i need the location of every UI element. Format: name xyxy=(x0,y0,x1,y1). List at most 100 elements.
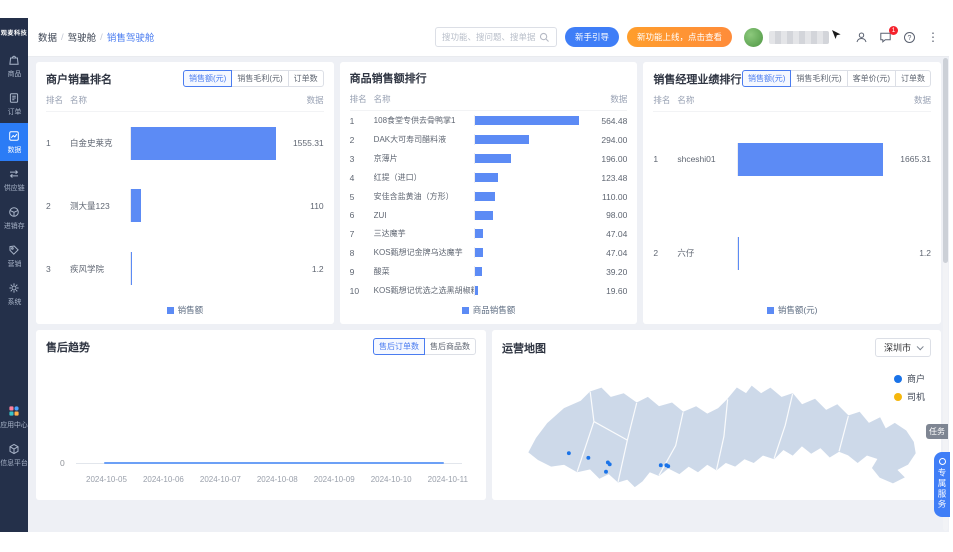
info-platform-icon xyxy=(8,443,20,455)
breadcrumb-item[interactable]: 销售驾驶舱 xyxy=(106,33,155,44)
bar xyxy=(474,192,496,201)
rank-value: 1.2 xyxy=(311,263,324,274)
help-icon[interactable]: ? xyxy=(903,31,916,44)
panel-tab[interactable]: 订单数 xyxy=(287,70,324,87)
sidebar-item-system[interactable]: 系统 xyxy=(0,275,28,313)
chart-legend: 商品销售额 xyxy=(350,300,628,316)
task-floating-tab[interactable]: 任务 xyxy=(926,424,948,439)
merchant-location-dots xyxy=(566,451,671,474)
panel-tab[interactable]: 售后订单数 xyxy=(373,338,425,355)
aftersales-trend-panel: 售后趋势 售后订单数 售后商品数 0 2024-10-05 2024-10-06 20… xyxy=(36,330,486,500)
rank-number: 2 xyxy=(46,200,51,211)
ranking-row: 3 京薄片 196.00 xyxy=(349,153,627,164)
ranking-row: 6 ZUI 98.00 xyxy=(349,210,627,220)
legend-swatch xyxy=(166,306,174,314)
rank-value: 1665.31 xyxy=(900,154,932,164)
legend-merchant: 商户 xyxy=(893,372,925,385)
service-floating-tab[interactable]: 专属服务 xyxy=(934,452,950,517)
map-graphic xyxy=(528,385,916,488)
ranking-row: 9 酸菜 39.20 xyxy=(349,266,627,277)
trend-series-line xyxy=(104,462,444,464)
marketing-icon xyxy=(8,244,20,256)
chart-legend: 销售额(元) xyxy=(653,300,931,316)
rank-name: 108食堂专供去骨鸭掌1 xyxy=(373,116,456,125)
rank-value: 19.60 xyxy=(606,285,628,296)
ranking-row: 5 安佳含盐黄油（方形） 110.00 xyxy=(350,191,627,202)
trend-line-chart: 0 2024-10-05 2024-10-06 2024-10-07 2024-10-… xyxy=(46,360,476,492)
search-input[interactable] xyxy=(441,32,539,42)
scrollbar-thumb[interactable] xyxy=(943,58,948,263)
rank-number: 2 xyxy=(349,134,355,145)
newbie-guide-button[interactable]: 新手引导 xyxy=(564,27,619,47)
panel-tab[interactable]: 客单价(元) xyxy=(846,70,897,87)
ranking-row: 1 108食堂专供去骨鸭掌1 564.48 xyxy=(350,115,627,126)
sidebar-item-info-platform[interactable]: 信息平台 xyxy=(0,436,28,474)
sidebar-item-orders[interactable]: 订单 xyxy=(0,85,28,123)
sidebar-item-label: 应用中心 xyxy=(0,420,28,429)
panel-tab[interactable]: 销售额(元) xyxy=(183,70,233,87)
bar xyxy=(131,126,276,160)
rank-number: 4 xyxy=(349,172,355,183)
more-menu-icon[interactable]: ⋮ xyxy=(927,29,939,44)
user-name-redacted[interactable] xyxy=(769,30,829,44)
sidebar: 观麦科技 商品 订单 数据 供应链 进销存 营销 系统 应用中心 信息平台 xyxy=(0,18,28,532)
panel-tab[interactable]: 售后商品数 xyxy=(424,338,476,355)
sidebar-item-label: 订单 xyxy=(7,107,21,116)
sidebar-item-label: 数据 xyxy=(7,145,21,154)
sidebar-item-inventory[interactable]: 进销存 xyxy=(0,199,28,237)
product-bar-chart: 1 108食堂专供去骨鸭掌1 564.48 2 DAK大可寿司醋料液 294.00 3 京薄片… xyxy=(349,111,628,300)
y-axis-zero-label: 0 xyxy=(60,458,65,468)
system-icon xyxy=(8,282,20,294)
sidebar-item-app-center[interactable]: 应用中心 xyxy=(0,398,28,436)
rank-name: 京薄片 xyxy=(373,154,398,163)
map-legend: 商户 司机 xyxy=(893,372,925,403)
city-select[interactable]: 深圳市 xyxy=(874,338,931,357)
x-tick-label: 2024-10-08 xyxy=(256,475,298,484)
rank-name: 疾风学院 xyxy=(70,263,105,274)
new-feature-banner-button[interactable]: 新功能上线，点击查看 xyxy=(626,27,732,47)
breadcrumb: 数据 / 驾驶舱 / 销售驾驶舱 xyxy=(38,30,155,45)
legend-swatch xyxy=(766,306,774,314)
legend-driver: 司机 xyxy=(893,390,925,403)
user-avatar[interactable] xyxy=(744,27,763,47)
rank-value: 1.2 xyxy=(919,248,932,258)
panel-tab[interactable]: 销售毛利(元) xyxy=(231,70,289,87)
search-icon xyxy=(539,32,550,43)
rank-name: 酸菜 xyxy=(373,267,390,276)
breadcrumb-item[interactable]: 数据 xyxy=(38,33,58,44)
rank-number: 3 xyxy=(349,153,355,164)
page-scrollbar[interactable] xyxy=(943,58,948,531)
x-tick-label: 2024-10-06 xyxy=(142,475,184,484)
panel-tab[interactable]: 销售额(元) xyxy=(742,70,792,87)
driver-dot-icon xyxy=(893,392,902,401)
sidebar-item-goods[interactable]: 商品 xyxy=(0,47,28,85)
panel-tab[interactable]: 订单数 xyxy=(895,70,932,87)
rank-name: 测大量123 xyxy=(70,200,110,211)
panel-title: 销售经理业绩排行 xyxy=(653,73,742,86)
ranking-row: 8 KOS甄想记金牌乌达魔芋 47.04 xyxy=(350,247,627,258)
sidebar-item-label: 进销存 xyxy=(3,221,25,230)
rank-number: 9 xyxy=(349,266,355,277)
contacts-icon[interactable] xyxy=(855,31,868,44)
rank-number: 7 xyxy=(349,228,355,239)
table-header: 排名 名称 数据 xyxy=(349,91,628,111)
panel-tab[interactable]: 销售毛利(元) xyxy=(790,70,848,87)
sidebar-item-marketing[interactable]: 营销 xyxy=(0,237,28,275)
chart-legend: 销售额 xyxy=(46,300,324,316)
ranking-row: 2 六仔 1.2 xyxy=(653,236,932,270)
manager-metric-tabs: 销售额(元) 销售毛利(元) 客单价(元) 订单数 xyxy=(742,70,932,87)
rank-value: 47.04 xyxy=(606,228,628,239)
breadcrumb-item[interactable]: 驾驶舱 xyxy=(67,33,97,44)
x-tick-label: 2024-10-10 xyxy=(370,475,412,484)
rank-number: 2 xyxy=(653,248,659,258)
messages-icon[interactable]: 1 xyxy=(879,25,898,44)
bar xyxy=(474,173,498,182)
sidebar-item-data[interactable]: 数据 xyxy=(0,123,28,161)
aftersales-metric-tabs: 售后订单数 售后商品数 xyxy=(373,338,476,355)
ranking-row: 2 测大量123 110 xyxy=(46,189,324,223)
rank-number: 6 xyxy=(349,210,355,220)
ranking-row: 1 shceshi01 1665.31 xyxy=(653,142,932,176)
rank-name: KOS甄想记优选之选黑胡椒粉 xyxy=(373,286,474,295)
global-search xyxy=(434,27,557,47)
sidebar-item-supply-chain[interactable]: 供应链 xyxy=(0,161,28,199)
